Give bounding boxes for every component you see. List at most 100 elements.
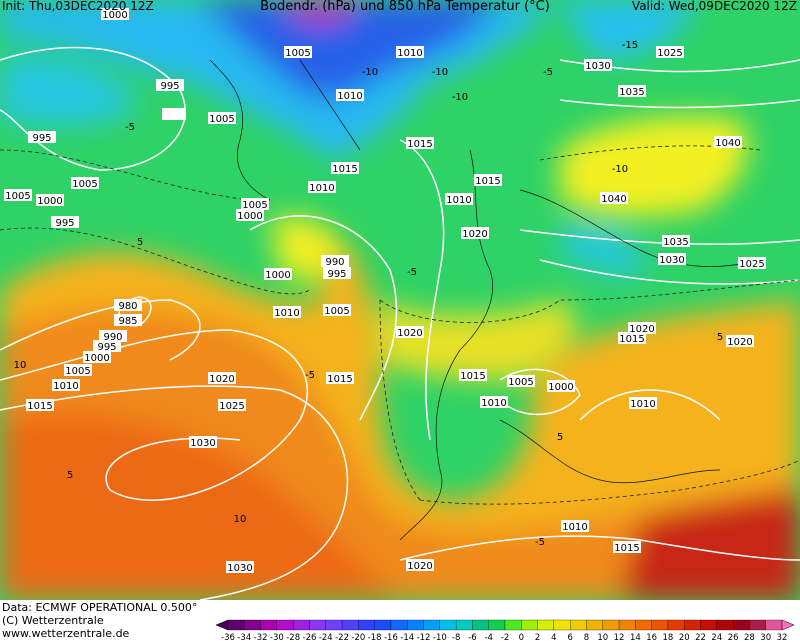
isobar-label-bg xyxy=(547,380,575,392)
colorbar-cell xyxy=(586,619,603,631)
isobar-label-bg xyxy=(308,181,336,193)
isobar-label: 1000 xyxy=(237,211,262,222)
colorbar-cell xyxy=(407,619,424,631)
temperature-field xyxy=(0,0,800,600)
isobar-label-bg xyxy=(600,192,628,204)
colorbar-cell xyxy=(341,619,359,631)
colorbar-label: -10 xyxy=(433,633,447,642)
colorbar-cell xyxy=(504,619,522,631)
colorbar-label: 12 xyxy=(614,633,625,642)
isobar-label-bg xyxy=(226,561,254,573)
colorbar-cell xyxy=(537,619,555,631)
temperature-label: -10 xyxy=(432,67,448,78)
isobar-label: 1000 xyxy=(102,10,127,21)
isobar-label: 1015 xyxy=(460,371,485,382)
isobar-label: 1030 xyxy=(227,563,252,574)
isobar-label: 995 xyxy=(55,218,74,229)
isobar-label-bg xyxy=(628,322,656,334)
colorbar-label: -26 xyxy=(303,633,317,642)
isobar-label-bg xyxy=(52,379,80,391)
isobar-label: 1035 xyxy=(663,237,688,248)
coastlines xyxy=(209,59,761,541)
isobar-label-bg xyxy=(264,268,292,280)
label-box xyxy=(162,108,186,120)
isobar-label-bg xyxy=(507,375,535,387)
temperature-label: -5 xyxy=(535,537,545,548)
isobar-label: 1040 xyxy=(601,194,626,205)
isobar-label: 1005 xyxy=(324,306,349,317)
isobar-label-bg xyxy=(241,198,269,210)
isobar-label-bg xyxy=(156,79,184,91)
colorbar-label: -30 xyxy=(270,633,284,642)
isobar-label-bg xyxy=(738,257,766,269)
colorbar-label: 24 xyxy=(711,633,722,642)
isobar-label: 1010 xyxy=(397,48,422,59)
colorbar-label: 18 xyxy=(663,633,674,642)
isobar-label-bg xyxy=(336,89,364,101)
isobar-label-bg xyxy=(218,399,246,411)
isobar-label: 1010 xyxy=(337,91,362,102)
isobar-label-bg xyxy=(189,436,217,448)
isobar-label-bg xyxy=(284,46,312,58)
colorbar-cell xyxy=(423,619,440,631)
isobar-label-bg xyxy=(396,326,424,338)
colorbar-cell xyxy=(472,619,489,631)
isobar-label-bg xyxy=(114,314,142,326)
isobar-label: 1040 xyxy=(715,138,740,149)
isobar-label: 1015 xyxy=(614,543,639,554)
isobar-label: 980 xyxy=(118,301,137,312)
temperature-labels: -5 -10 -15 -5 -10 -5 5 -5 10 5 -10 5 10 -10 5 -5 xyxy=(14,40,724,548)
isobar-label: 1000 xyxy=(84,353,109,364)
isobar-label-bg xyxy=(326,372,354,384)
isobar-label: 1010 xyxy=(630,399,655,410)
colorbar-cell xyxy=(325,619,343,631)
colorbar-cell xyxy=(439,619,457,631)
isobar-label-bg xyxy=(71,177,99,189)
isobar-label-bg xyxy=(461,227,489,239)
colorbar-label: 20 xyxy=(679,633,690,642)
isobar-label-bg xyxy=(273,306,301,318)
colorbar-cell xyxy=(765,619,783,631)
colorbar-cell xyxy=(667,619,685,631)
isobar-label-bg xyxy=(28,131,56,143)
colorbar-cell xyxy=(244,619,261,631)
isobar-label-bg xyxy=(323,304,351,316)
isobar-label-bg xyxy=(459,369,487,381)
init-time: Init: Thu,03DEC2020 12Z xyxy=(2,0,154,13)
isobar-label: 990 xyxy=(325,257,344,268)
colorbar-label: 0 xyxy=(519,633,524,642)
colorbar-label: 2 xyxy=(535,633,540,642)
colorbar-label: -20 xyxy=(351,633,365,642)
isobar-label-bg xyxy=(406,559,434,571)
colorbar-label: 10 xyxy=(597,633,608,642)
isobar-label: 1020 xyxy=(727,337,752,348)
isobar-label-bg xyxy=(64,364,92,376)
colorbar-label: 26 xyxy=(728,633,739,642)
colorbar-label: -18 xyxy=(368,633,382,642)
colorbar-label: -24 xyxy=(319,633,333,642)
isobar-label: 1015 xyxy=(27,401,52,412)
isobar-label-bg xyxy=(445,193,473,205)
colorbar-cell xyxy=(260,619,278,631)
isobar-label: 1030 xyxy=(659,255,684,266)
isobar-label: 1035 xyxy=(619,87,644,98)
isobar-label: 1015 xyxy=(327,374,352,385)
temperature-label: -10 xyxy=(362,67,378,78)
temperature-label: 10 xyxy=(14,360,27,371)
colorbar-cell xyxy=(570,619,587,631)
temperature-label: -5 xyxy=(125,122,135,133)
isobar-label: 1010 xyxy=(446,195,471,206)
isobar-label: 1020 xyxy=(462,229,487,240)
isobar-label-bg xyxy=(4,189,32,201)
isobar-label: 1000 xyxy=(37,196,62,207)
colorbar-cell xyxy=(635,619,652,631)
colorbar-arrow xyxy=(781,619,795,631)
colorbar-cell xyxy=(732,619,750,631)
colorbar-cell xyxy=(309,619,326,631)
colorbar-cell xyxy=(358,619,375,631)
colorbar-label: -4 xyxy=(484,633,492,642)
isobar-label-bg xyxy=(93,340,121,352)
colorbar-label: 28 xyxy=(744,633,755,642)
temperature-label: -5 xyxy=(543,67,553,78)
